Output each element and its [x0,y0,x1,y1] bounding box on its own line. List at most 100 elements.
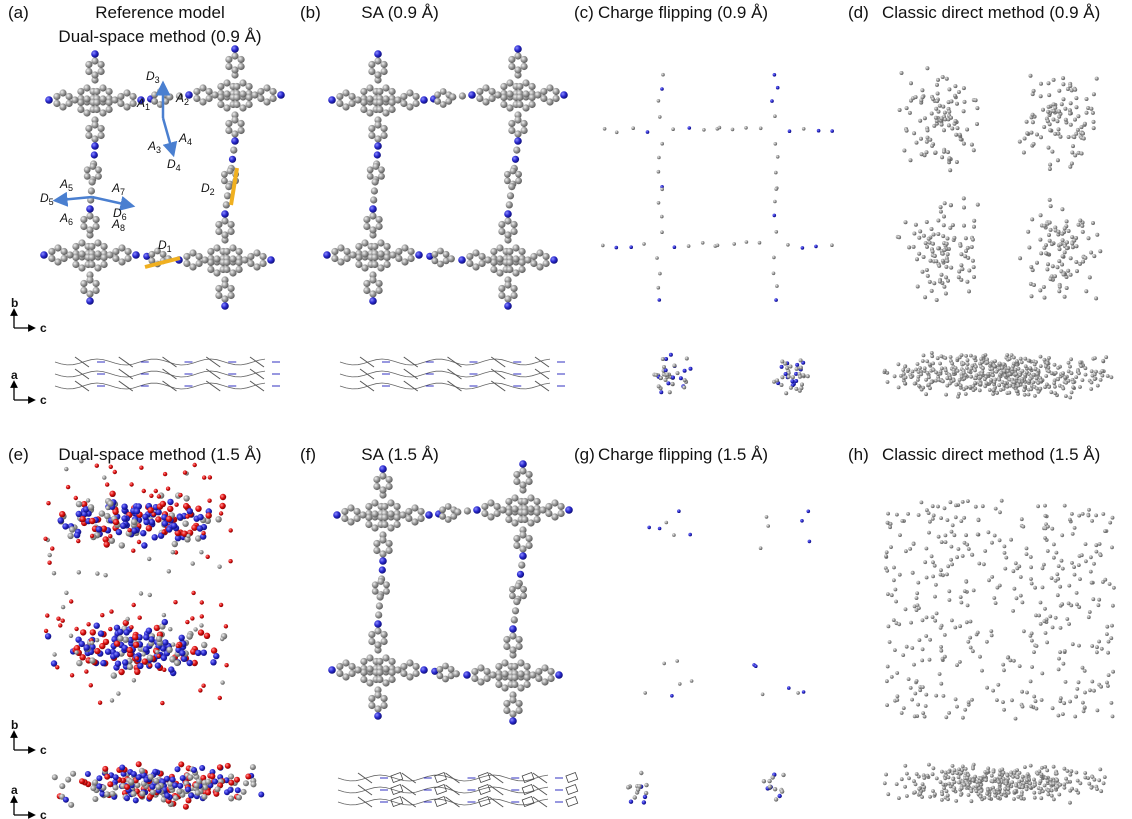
atom [328,96,336,104]
atom [361,250,368,257]
atom [1050,576,1054,580]
atom [963,100,967,104]
atom [1077,514,1081,518]
atom [979,382,983,386]
atom [377,250,384,257]
atom [1097,598,1101,602]
atom [1029,680,1033,684]
atom [1070,561,1074,565]
atom [1049,204,1053,208]
atom [759,546,763,550]
atom [360,88,367,95]
atom [95,571,99,575]
atom [773,114,777,118]
atom [270,95,277,102]
atom [1048,128,1052,132]
atom [1053,274,1057,278]
atom [1099,553,1103,557]
atom [519,467,526,474]
atom [1070,151,1074,155]
atom [1029,785,1033,789]
atom [376,88,383,95]
atom [1062,273,1066,277]
atom [934,259,938,263]
atom [1030,582,1034,586]
atom [1074,96,1078,100]
atom [774,171,778,175]
atom [86,297,94,305]
atom [951,523,955,527]
atom [1074,260,1078,264]
atom [61,619,65,623]
atom [386,476,393,483]
atom [1015,389,1019,393]
atom [954,515,958,519]
atom [1003,369,1007,373]
atom [802,690,806,694]
atom [1059,135,1063,139]
atom [967,370,971,374]
atom [922,776,926,780]
atom [205,790,211,796]
atom [927,763,931,767]
atom [83,95,90,102]
atom [420,666,428,674]
atom [917,513,921,517]
atom [1070,371,1074,375]
bond [360,381,374,391]
atom [1075,269,1079,273]
atom [1077,563,1081,567]
atom [349,93,356,100]
atom [997,378,1001,382]
atom [228,285,235,292]
atom [394,521,401,528]
atom [490,248,497,255]
atom [347,504,354,511]
atom [897,386,901,390]
atom [965,128,969,132]
atom [372,178,379,185]
atom [1049,277,1053,281]
atom [1046,525,1050,529]
atom [939,370,943,374]
atom [1033,394,1037,398]
atom [1032,373,1036,377]
atom [257,88,264,95]
atom [932,766,936,770]
atom [965,620,969,624]
atom [946,150,950,154]
atom [501,670,508,677]
atom [939,649,943,653]
atom [940,123,944,127]
atom [1068,396,1072,400]
atom [221,281,228,288]
atom [477,678,484,685]
atom [658,272,662,276]
atom [439,513,446,520]
atom [99,510,105,516]
bond [75,369,89,379]
atom [1065,246,1069,250]
atom [930,351,934,355]
atom [94,648,100,654]
atom [195,506,201,512]
atom [892,566,896,570]
atom [903,785,907,789]
atom [920,88,924,92]
atom [514,130,521,137]
atom [976,533,980,537]
atom [243,780,249,786]
atom [773,73,777,77]
atom [160,501,166,507]
atom [155,784,161,790]
atom [179,650,185,656]
atom [238,56,245,63]
atom [987,578,991,582]
atom [1063,376,1067,380]
atom [1061,567,1065,571]
atom [890,593,894,597]
atom [379,557,387,565]
atom [347,518,354,525]
atom [323,251,331,259]
atom [1028,782,1032,786]
